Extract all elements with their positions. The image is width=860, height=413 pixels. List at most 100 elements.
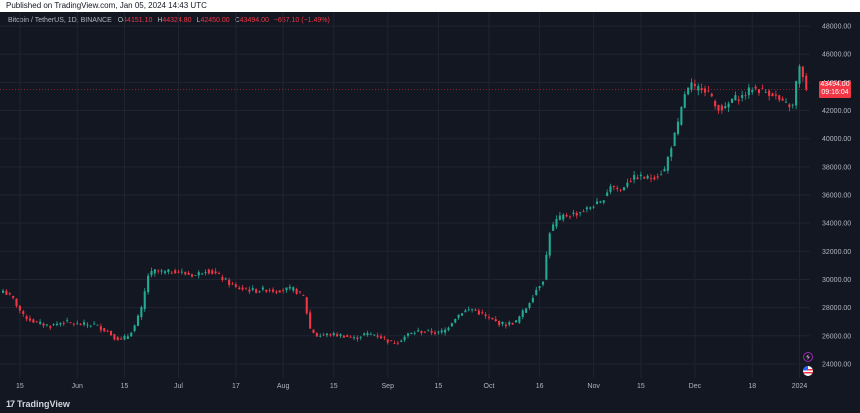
candle-body bbox=[518, 316, 521, 323]
candle-up bbox=[798, 64, 801, 88]
candle-body bbox=[622, 187, 626, 191]
candle-body bbox=[741, 95, 744, 98]
candle-body bbox=[157, 270, 160, 272]
candle-down bbox=[643, 176, 646, 180]
candle-up bbox=[437, 330, 440, 335]
time-tick-label: Dec bbox=[689, 383, 702, 390]
candle-up bbox=[76, 320, 79, 325]
candle-body bbox=[42, 323, 45, 326]
candle-body bbox=[352, 337, 356, 339]
candle-down bbox=[707, 85, 710, 93]
candle-body bbox=[481, 312, 484, 314]
tradingview-logo[interactable]: 17 TradingView bbox=[6, 399, 70, 409]
candle-down bbox=[336, 332, 339, 337]
candle-up bbox=[602, 200, 605, 205]
candle-up bbox=[82, 319, 86, 327]
time-tick-label: Aug bbox=[277, 383, 290, 390]
candle-down bbox=[22, 309, 25, 317]
candle-body bbox=[224, 278, 227, 280]
candle-body bbox=[707, 90, 710, 92]
candle-up bbox=[52, 323, 55, 327]
candle-down bbox=[113, 333, 116, 341]
candle-up bbox=[784, 98, 788, 103]
time-tick-label: 18 bbox=[748, 383, 756, 390]
candle-body bbox=[525, 308, 528, 313]
candle-body bbox=[292, 287, 295, 291]
lightning-icon[interactable] bbox=[803, 352, 813, 362]
candle-up bbox=[585, 205, 588, 213]
price-tick-label: 48000.00 bbox=[822, 24, 851, 31]
candle-down bbox=[754, 84, 757, 91]
candle-down bbox=[390, 340, 393, 342]
candle-body bbox=[599, 201, 602, 203]
candle-up bbox=[410, 332, 413, 335]
price-axis: 24000.00 26000.00 28000.00 30000.00 32000.00… bbox=[822, 24, 851, 369]
candle-up bbox=[457, 314, 460, 320]
candle-body bbox=[697, 86, 700, 91]
candle-up bbox=[508, 320, 511, 327]
candle-body bbox=[798, 66, 801, 84]
candle-body bbox=[251, 288, 254, 290]
candle-body bbox=[177, 271, 180, 273]
candle-body bbox=[35, 321, 38, 323]
candle-body bbox=[467, 309, 470, 311]
candle-body bbox=[143, 291, 146, 310]
candle-body bbox=[450, 323, 453, 327]
candle-body bbox=[751, 90, 754, 93]
candle-up bbox=[633, 170, 636, 184]
candle-body bbox=[440, 330, 443, 333]
candle-body bbox=[683, 94, 686, 108]
candle-down bbox=[423, 331, 426, 334]
candle-body bbox=[545, 254, 548, 280]
candle-body bbox=[170, 272, 173, 274]
candle-body bbox=[730, 98, 734, 103]
candle-body bbox=[511, 323, 514, 325]
candle-up bbox=[89, 325, 92, 328]
candle-body bbox=[76, 323, 79, 325]
price-tick-label: 26000.00 bbox=[822, 333, 851, 340]
candle-body bbox=[558, 215, 561, 220]
candle-down bbox=[619, 188, 622, 193]
candle-down bbox=[268, 288, 271, 293]
candle-body bbox=[271, 289, 275, 292]
candle-body bbox=[548, 233, 551, 256]
candle-down bbox=[329, 333, 332, 337]
symbol-label[interactable]: Bitcoin / TetherUS, 1D, BINANCE bbox=[8, 17, 112, 24]
candle-up bbox=[440, 328, 443, 335]
candle-body bbox=[366, 333, 369, 336]
candle-body bbox=[646, 175, 649, 179]
candle-down bbox=[174, 268, 177, 274]
candle-body bbox=[447, 327, 450, 331]
candle-down bbox=[511, 322, 514, 325]
candle-body bbox=[325, 333, 329, 336]
time-axis: 15 Jun 15 Jul 17 Aug 15 Sep 15 Oct 16 Nov 15 Dec 18 202… bbox=[16, 383, 807, 390]
candle-body bbox=[150, 270, 153, 276]
tradingview-brand: TradingView bbox=[17, 399, 70, 409]
candle-body bbox=[801, 66, 804, 78]
candle-body bbox=[690, 82, 693, 90]
candle-body bbox=[214, 271, 217, 274]
candle-body bbox=[130, 332, 133, 337]
candle-body bbox=[562, 214, 565, 220]
candle-body bbox=[734, 95, 737, 101]
candle-body bbox=[680, 107, 683, 125]
price-tick-label: 36000.00 bbox=[822, 193, 851, 200]
candle-body bbox=[305, 297, 308, 314]
candle-body bbox=[359, 336, 362, 338]
candle-body bbox=[275, 291, 278, 293]
candle-body bbox=[309, 312, 312, 329]
candle-down bbox=[774, 90, 777, 100]
candle-down bbox=[491, 317, 494, 320]
candle-body bbox=[363, 333, 366, 335]
candle-down bbox=[35, 320, 38, 323]
candle-up bbox=[730, 98, 734, 104]
high-key: H bbox=[157, 17, 163, 24]
candle-body bbox=[265, 289, 268, 292]
us-flag-icon[interactable] bbox=[803, 366, 813, 376]
candle-down bbox=[720, 103, 723, 114]
candle-up bbox=[204, 269, 207, 276]
candle-up bbox=[45, 323, 48, 327]
candle-body bbox=[693, 83, 696, 87]
candle-body bbox=[302, 295, 305, 296]
